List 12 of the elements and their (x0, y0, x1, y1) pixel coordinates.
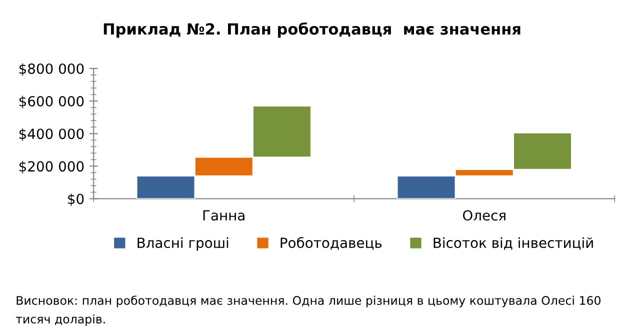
x-tick-label: Олеся (462, 210, 506, 221)
legend-label: Вісоток від інвестицій (434, 237, 593, 250)
y-tick-label: $800 000 (19, 63, 84, 76)
text: Висновок: план роботодавця має значення. Одна лише різниця в цьому коштувала Олесі 160 тисяч доларів. (16, 296, 600, 326)
y-tick-label: $0 (68, 193, 84, 206)
y-tick-label: $600 000 (19, 96, 84, 108)
x-tick-label: Ганна (203, 210, 244, 221)
legend-label: Роботодавець (280, 237, 382, 250)
legend-label: Власні гроші (138, 237, 228, 251)
chart-title: Приклад №2. План роботодавця має значення (104, 22, 520, 38)
y-tick-label: $200 000 (19, 160, 84, 174)
y-tick-label: $400 000 (19, 128, 84, 141)
